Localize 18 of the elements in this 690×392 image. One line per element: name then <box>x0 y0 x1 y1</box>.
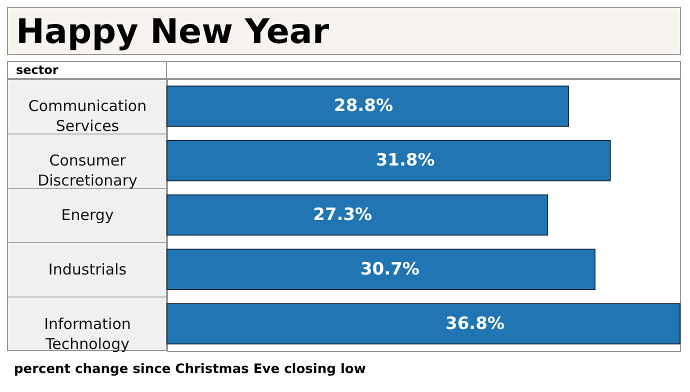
y-axis-title: sector <box>7 61 167 79</box>
data-label: 36.8% <box>446 314 504 334</box>
bar <box>166 303 680 344</box>
bar <box>166 248 596 290</box>
chart-title: Happy New Year <box>7 7 681 55</box>
bar <box>166 140 611 182</box>
y-tick-label: Industrials <box>48 260 127 278</box>
y-tick-label: Consumer Discretionary <box>38 152 138 190</box>
data-label: 31.8% <box>376 150 435 171</box>
data-label: 27.3% <box>313 205 372 225</box>
y-tick-label: Communication Services <box>28 97 147 136</box>
data-label: 30.7% <box>360 259 420 280</box>
y-tick-label: Information Technology <box>44 314 131 353</box>
text: percent change since Christmas Eve closing low <box>14 362 366 377</box>
bar <box>166 86 569 127</box>
data-label: 28.8% <box>334 96 393 116</box>
bar <box>166 194 548 236</box>
y-tick-label: Energy <box>61 206 114 224</box>
